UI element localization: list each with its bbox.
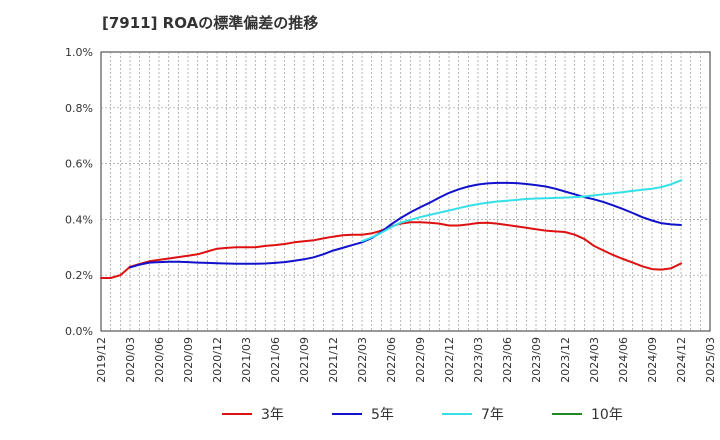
x-tick-label: 2023/09 <box>530 337 543 383</box>
x-tick-label: 2025/03 <box>704 337 717 383</box>
legend-swatch <box>332 413 362 415</box>
legend-swatch <box>222 413 252 415</box>
x-tick-label: 2020/12 <box>211 337 224 383</box>
x-tick-label: 2021/03 <box>240 337 253 383</box>
chart-legend: 3年 5年 7年 10年 <box>0 402 720 426</box>
x-tick-label: 2023/12 <box>559 337 572 383</box>
plot-area <box>100 51 711 332</box>
x-tick-label: 2019/12 <box>95 337 108 383</box>
x-tick-label: 2021/09 <box>298 337 311 383</box>
x-tick-label: 2021/06 <box>269 337 282 383</box>
x-tick-label: 2024/06 <box>617 337 630 383</box>
x-tick-label: 2023/03 <box>472 337 485 383</box>
x-tick-label: 2022/03 <box>356 337 369 383</box>
x-tick-label: 2024/12 <box>675 337 688 383</box>
x-tick-label: 2022/06 <box>385 337 398 383</box>
legend-swatch <box>442 413 472 415</box>
y-tick-label: 0.8% <box>65 102 93 115</box>
legend-swatch <box>552 413 582 415</box>
x-tick-label: 2020/09 <box>182 337 195 383</box>
x-tick-label: 2024/09 <box>646 337 659 383</box>
x-tick-label: 2022/12 <box>443 337 456 383</box>
series-line-2 <box>129 181 682 269</box>
legend-label: 5年 <box>371 407 394 423</box>
x-tick-label: 2020/03 <box>124 337 137 383</box>
x-tick-label: 2023/06 <box>501 337 514 383</box>
y-tick-label: 0.6% <box>65 158 93 171</box>
legend-label: 7年 <box>481 407 504 423</box>
x-tick-label: 2020/06 <box>153 337 166 383</box>
y-tick-label: 0.4% <box>65 213 93 226</box>
y-tick-label: 0.2% <box>65 269 93 282</box>
series-line-3 <box>361 179 682 243</box>
legend-item-2: 5年 <box>332 402 394 426</box>
chart-title: [7911] ROAの標準偏差の推移 <box>102 14 319 32</box>
legend-item-4: 10年 <box>552 402 623 426</box>
legend-item-3: 7年 <box>442 402 504 426</box>
x-tick-label: 2021/12 <box>327 337 340 383</box>
x-tick-label: 2022/09 <box>414 337 427 383</box>
x-tick-label: 2024/03 <box>588 337 601 383</box>
legend-label: 10年 <box>591 407 623 423</box>
legend-item-1: 3年 <box>222 402 284 426</box>
y-tick-label: 0.0% <box>65 325 93 338</box>
legend-label: 3年 <box>261 407 284 423</box>
y-tick-label: 1.0% <box>65 46 93 59</box>
